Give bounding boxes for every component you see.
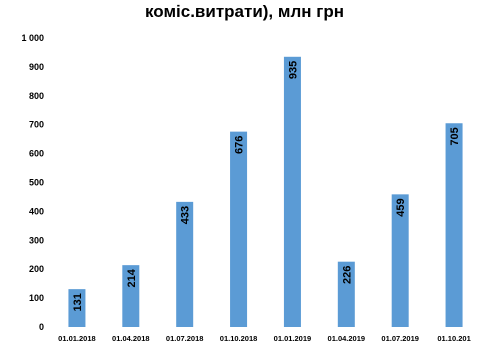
- bar: [68, 289, 86, 327]
- y-tick-label: 100: [29, 293, 44, 303]
- x-tick-label: 01.10.2018: [220, 334, 258, 343]
- data-label: 676: [234, 136, 246, 154]
- x-tick-label: 01.01.2018: [58, 334, 96, 343]
- bar: [445, 123, 463, 327]
- bar: [337, 261, 355, 327]
- y-tick-label: 600: [29, 149, 44, 159]
- bar: [283, 56, 301, 327]
- bar: [391, 194, 409, 327]
- bar: [176, 201, 194, 327]
- bar: [230, 131, 248, 327]
- bar: [122, 265, 140, 327]
- data-label: 226: [341, 266, 353, 284]
- x-tick-label: 01.07.2018: [166, 334, 204, 343]
- y-tick-label: 300: [29, 235, 44, 245]
- x-tick-label: 01.01.2019: [274, 334, 312, 343]
- x-tick-label: 01.04.2019: [328, 334, 366, 343]
- data-label: 214: [126, 268, 138, 287]
- data-label: 459: [395, 198, 407, 216]
- x-tick-label: 01.07.2019: [381, 334, 419, 343]
- data-label: 433: [180, 206, 192, 224]
- data-label: 935: [287, 61, 299, 79]
- y-tick-label: 700: [29, 120, 44, 130]
- y-tick-label: 200: [29, 264, 44, 274]
- x-tick-label: 01.10.201: [437, 334, 470, 343]
- y-tick-label: 800: [29, 91, 44, 101]
- data-label: 131: [72, 293, 84, 311]
- y-tick-label: 1 000: [21, 33, 44, 43]
- chart-title: коміс.витрати), млн грн: [145, 2, 344, 21]
- y-tick-label: 900: [29, 62, 44, 72]
- x-tick-label: 01.04.2018: [112, 334, 150, 343]
- y-tick-label: 0: [39, 322, 44, 332]
- y-tick-label: 500: [29, 178, 44, 188]
- y-tick-label: 400: [29, 206, 44, 216]
- data-label: 705: [449, 127, 461, 145]
